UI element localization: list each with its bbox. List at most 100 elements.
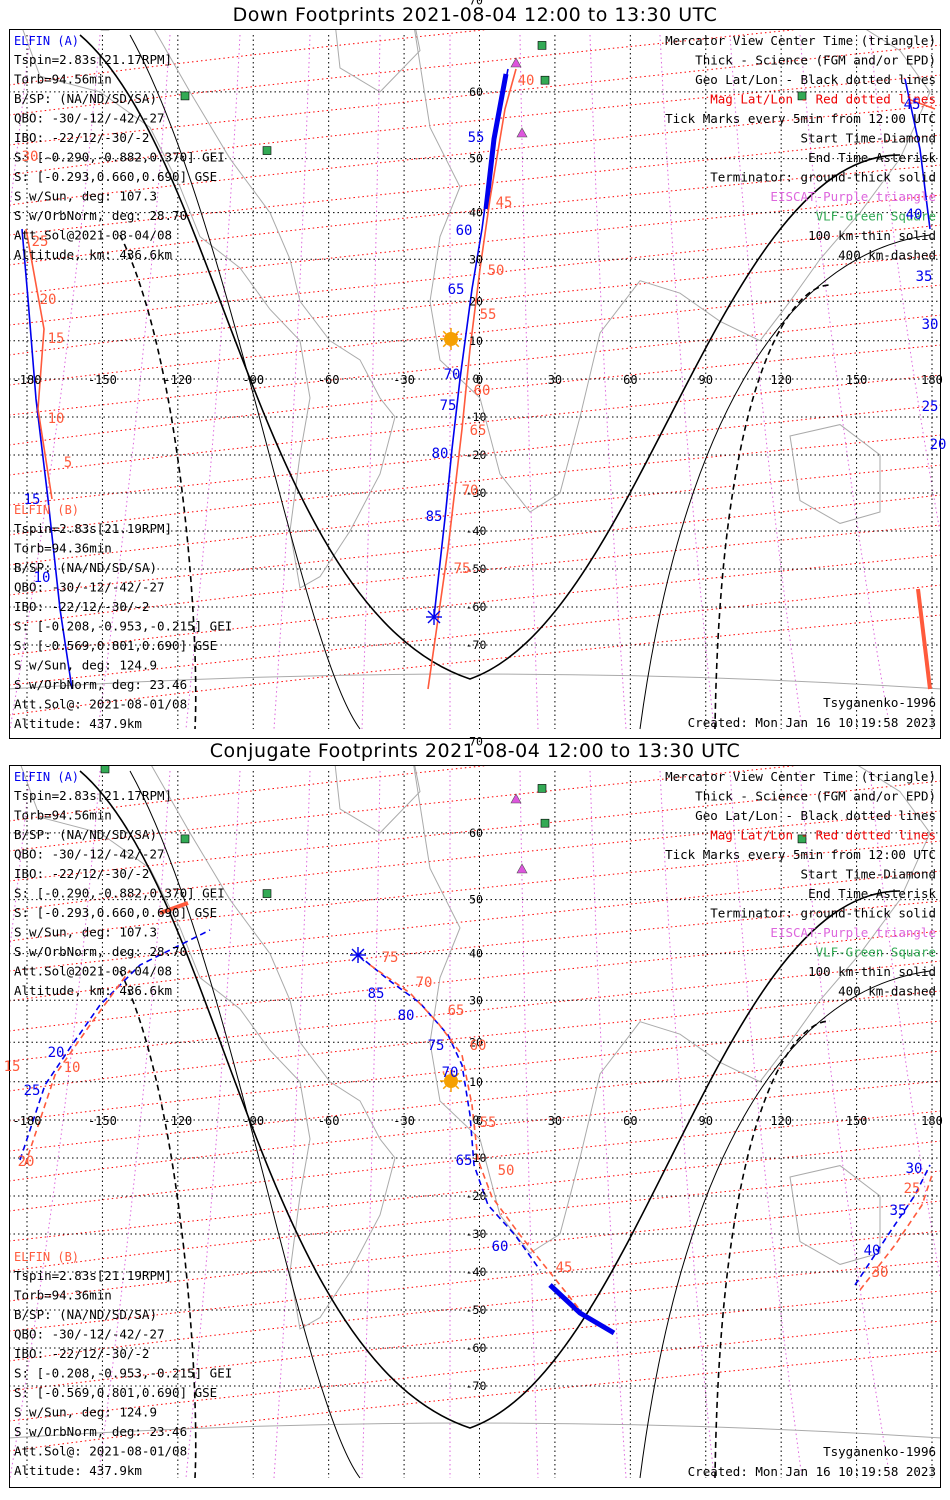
elfin-a-info-line: Altitude, km: 436.6km bbox=[14, 983, 172, 998]
longitude-tick-label: -90 bbox=[242, 1114, 264, 1128]
mag-latitude-line bbox=[10, 314, 940, 416]
elfin-b-name: ELFIN (B) bbox=[14, 1250, 79, 1264]
latitude-tick-label: 60 bbox=[469, 85, 483, 99]
vlf-square-icon bbox=[180, 834, 190, 844]
elfin-a-track-east bbox=[904, 78, 931, 230]
elfin-a-conjugate-track-east bbox=[854, 1164, 931, 1286]
elfin-a-conjugate-time-label: 65 bbox=[456, 1153, 473, 1169]
elfin-b-time-label: 40 bbox=[518, 73, 535, 89]
mag-meridian bbox=[273, 770, 311, 1479]
elfin-a-conjugate-time-label: 70 bbox=[442, 1065, 459, 1081]
elfin-b-conjugate-time-label: 30 bbox=[872, 1265, 889, 1281]
mag-latitude-line bbox=[10, 1170, 940, 1272]
down-footprints-title: Down Footprints 2021-08-04 12:00 to 13:3… bbox=[232, 4, 718, 26]
elfin-a-info-line: QBO: -30/-12/-42/-27 bbox=[14, 847, 165, 862]
longitude-tick-label: -150 bbox=[88, 373, 117, 387]
elfin-b-time-label: 55 bbox=[480, 307, 497, 323]
latitude-tick-label: -50 bbox=[466, 1303, 487, 1317]
latitude-tick-label: 20 bbox=[469, 1035, 483, 1049]
elfin-a-info-line: QBO: -30/-12/-42/-27 bbox=[14, 111, 165, 126]
elfin-a-info-line: S: [-0.293,0.660,0.690] GSE bbox=[14, 169, 217, 184]
longitude-tick-label: 90 bbox=[699, 1114, 713, 1128]
terminator-100km bbox=[639, 970, 931, 1479]
conjugate-footprints-title: Conjugate Footprints 2021-08-04 12:00 to… bbox=[209, 740, 741, 762]
vlf-square-icon bbox=[797, 91, 807, 101]
latitude-tick-label: 10 bbox=[469, 1075, 483, 1089]
elfin-a-conjugate-time-label: 80 bbox=[398, 1008, 415, 1024]
elfin-b-conjugate-time-label: 55 bbox=[480, 1115, 497, 1131]
terminator-400km bbox=[119, 970, 197, 1479]
legend-line: 400 km-dashed bbox=[838, 984, 936, 999]
elfin-b-info-line: B/SP: (NA/ND/SD/SA) bbox=[14, 1307, 157, 1322]
elfin-b-time-label: 5 bbox=[64, 455, 72, 471]
longitude-tick-label: 60 bbox=[623, 1114, 637, 1128]
longitude-tick-label: 180 bbox=[921, 1114, 943, 1128]
longitude-tick-label: -30 bbox=[393, 373, 415, 387]
elfin-b-time-label: 15 bbox=[48, 331, 65, 347]
legend-line: Tick Marks every 5min from 12:00 UTC bbox=[665, 111, 936, 126]
latitude-tick-label: -70 bbox=[466, 638, 487, 652]
elfin-a-time-label: 30 bbox=[922, 317, 939, 333]
latitude-tick-label: 70 bbox=[469, 0, 483, 8]
vlf-square-icon bbox=[540, 75, 550, 85]
mag-meridian bbox=[519, 770, 539, 1479]
legend-line: Mercator View Center Time (triangle) bbox=[665, 33, 936, 48]
elfin-a-time-label: 75 bbox=[440, 398, 457, 414]
eiscat-triangle-icon bbox=[516, 863, 528, 874]
greenland-outline bbox=[335, 30, 421, 93]
legend-line: EISCAT-Purple triangle bbox=[770, 925, 936, 940]
longitude-tick-label: -90 bbox=[242, 373, 264, 387]
elfin-b-time-label: 65 bbox=[470, 423, 487, 439]
elfin-a-time-label: 80 bbox=[432, 446, 449, 462]
latitude-tick-label: 40 bbox=[469, 947, 483, 961]
vlf-square-icon bbox=[537, 784, 547, 793]
legend-line: Terminator: ground-thick solid bbox=[710, 170, 936, 185]
mag-meridian bbox=[869, 770, 940, 1281]
latitude-tick-label: 70 bbox=[469, 735, 483, 749]
created-timestamp: Created: Mon Jan 16 10:19:58 2023 bbox=[688, 715, 936, 730]
longitude-tick-label: -60 bbox=[318, 1114, 340, 1128]
elfin-b-track bbox=[427, 68, 517, 690]
latitude-tick-label: -50 bbox=[466, 562, 487, 576]
elfin-b-conjugate-time-label: 20 bbox=[18, 1154, 35, 1170]
model-name: Tsyganenko-1996 bbox=[823, 695, 936, 710]
elfin-b-info-line: S: [-0.208,-0.953,-0.215] GEI bbox=[14, 619, 232, 634]
elfin-b-info-line: Altitude: 437.9km bbox=[14, 1463, 142, 1478]
elfin-a-science-segment bbox=[483, 73, 509, 210]
terminator-100km bbox=[639, 234, 931, 730]
elfin-b-time-label: 20 bbox=[40, 292, 57, 308]
legend-line: Mercator View Center Time (triangle) bbox=[665, 769, 936, 784]
latitude-tick-label: -40 bbox=[466, 524, 487, 538]
elfin-b-conjugate-track-west bbox=[24, 969, 131, 1166]
longitude-tick-label: 30 bbox=[548, 1114, 562, 1128]
elfin-a-time-label: 20 bbox=[930, 437, 947, 453]
elfin-a-name: ELFIN (A) bbox=[14, 34, 79, 48]
terminator-100km bbox=[129, 34, 361, 730]
elfin-b-science-segment bbox=[159, 901, 189, 915]
elfin-a-track-west bbox=[21, 228, 73, 690]
elfin-b-time-label: 50 bbox=[488, 263, 505, 279]
elfin-a-time-label: 15 bbox=[24, 492, 41, 508]
elfin-a-info-line: Torb=94.56min bbox=[14, 808, 112, 823]
elfin-a-time-label: 45 bbox=[904, 97, 921, 113]
latitude-tick-label: 30 bbox=[469, 993, 483, 1007]
longitude-tick-label: -180 bbox=[13, 373, 42, 387]
eiscat-triangle-icon bbox=[510, 57, 522, 68]
mag-meridian bbox=[10, 34, 31, 211]
legend-line: End Time-Asterisk bbox=[808, 886, 936, 901]
elfin-a-conjugate-time-label: 60 bbox=[492, 1239, 509, 1255]
terminator-ground bbox=[79, 770, 901, 1429]
elfin-b-time-label: 45 bbox=[496, 195, 513, 211]
longitude-tick-label: 0 bbox=[476, 373, 483, 387]
elfin-a-time-label: 25 bbox=[922, 399, 939, 415]
americas-outline bbox=[20, 766, 396, 1330]
vlf-square-icon bbox=[262, 146, 272, 155]
elfin-a-info-line: S: [-0.290,-0.882,0.370] GEI bbox=[14, 150, 225, 165]
elfin-b-info-line: S: [-0.569,0.801,0.690] GSE bbox=[14, 1385, 217, 1400]
elfin-b-info-line: Tspin=2.83s[21.19RPM] bbox=[14, 521, 172, 536]
legend-line: VLF-Green Square bbox=[816, 945, 936, 960]
latitude-tick-label: 40 bbox=[469, 206, 483, 220]
mag-meridian bbox=[659, 770, 715, 1479]
latitude-tick-label: -60 bbox=[466, 1341, 487, 1355]
